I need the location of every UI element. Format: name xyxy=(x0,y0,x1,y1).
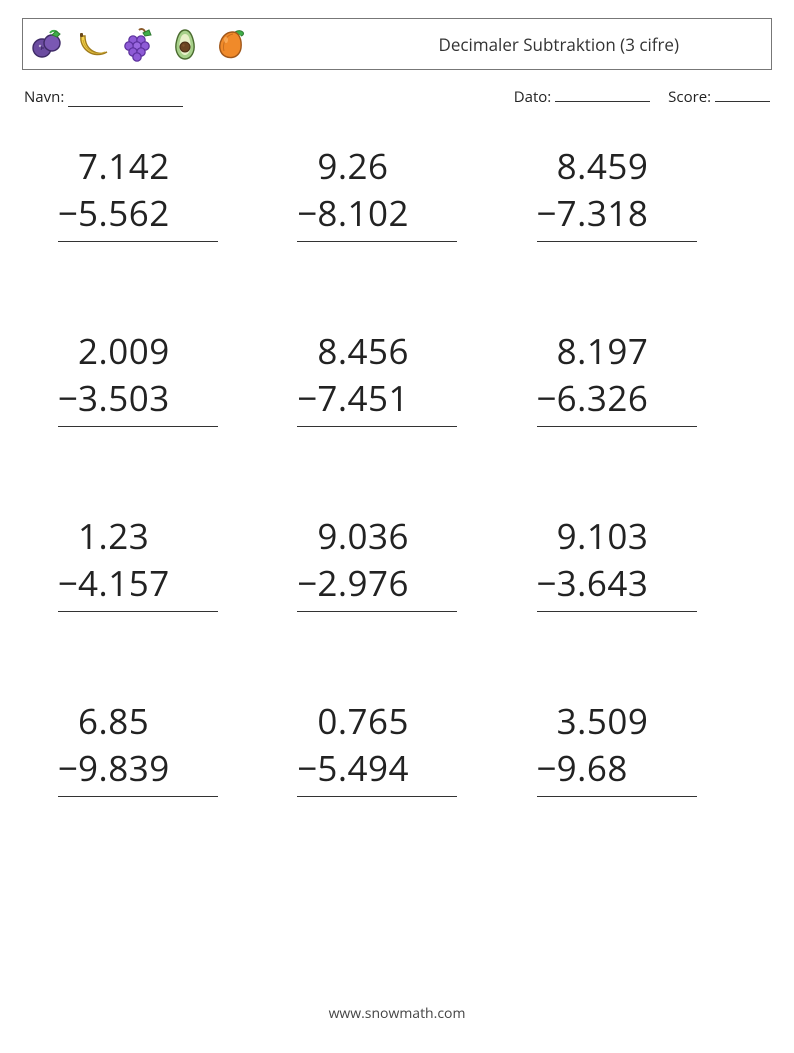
worksheet-header: Decimaler Subtraktion (3 cifre) xyxy=(22,18,772,70)
minus-sign: − xyxy=(58,560,78,607)
answer-line[interactable] xyxy=(297,611,457,612)
subtrahend-row: −3.503 xyxy=(58,375,218,422)
subtrahend-row: −3.643 xyxy=(537,560,697,607)
subtrahend: 2.976 xyxy=(317,560,409,607)
subtrahend-row: −5.562 xyxy=(58,190,218,237)
minuend: 0.765 xyxy=(297,698,457,745)
problem: 2.009−3.503 xyxy=(58,328,257,427)
minus-sign: − xyxy=(537,745,557,792)
subtrahend-row: −9.68 xyxy=(537,745,697,792)
meta-row: Navn: Dato: Score: xyxy=(22,86,772,107)
minuend: 9.036 xyxy=(297,513,457,560)
banana-icon xyxy=(75,26,111,62)
subtrahend: 5.494 xyxy=(317,745,409,792)
worksheet-title: Decimaler Subtraktion (3 cifre) xyxy=(439,33,759,56)
problem: 8.456−7.451 xyxy=(297,328,496,427)
minus-sign: − xyxy=(58,745,78,792)
minus-sign: − xyxy=(297,375,317,422)
minuend: 8.197 xyxy=(537,328,697,375)
footer-url: www.snowmath.com xyxy=(0,1004,794,1023)
subtrahend: 9.839 xyxy=(78,745,170,792)
minuend: 8.456 xyxy=(297,328,457,375)
problem: 8.459−7.318 xyxy=(537,143,736,242)
answer-line[interactable] xyxy=(58,426,218,427)
subtrahend: 5.562 xyxy=(78,190,170,237)
subtrahend-row: −6.326 xyxy=(537,375,697,422)
answer-line[interactable] xyxy=(537,426,697,427)
problem: 3.509−9.68 xyxy=(537,698,736,797)
subtrahend-row: −5.494 xyxy=(297,745,457,792)
minuend: 1.23 xyxy=(58,513,218,560)
avocado-icon xyxy=(167,26,203,62)
problem: 8.197−6.326 xyxy=(537,328,736,427)
minus-sign: − xyxy=(537,190,557,237)
blueberry-icon xyxy=(29,26,65,62)
grapes-icon xyxy=(121,26,157,62)
minuend: 9.103 xyxy=(537,513,697,560)
fruit-icons xyxy=(29,26,249,62)
answer-line[interactable] xyxy=(297,241,457,242)
minuend: 6.85 xyxy=(58,698,218,745)
subtrahend: 3.503 xyxy=(78,375,170,422)
problem: 7.142−5.562 xyxy=(58,143,257,242)
subtrahend: 7.318 xyxy=(557,190,649,237)
subtrahend: 7.451 xyxy=(317,375,409,422)
answer-line[interactable] xyxy=(537,241,697,242)
date-label: Dato: xyxy=(514,87,552,107)
minuend: 3.509 xyxy=(537,698,697,745)
answer-line[interactable] xyxy=(58,796,218,797)
score-label: Score: xyxy=(668,87,711,107)
date-blank[interactable] xyxy=(555,86,650,102)
subtrahend-row: −4.157 xyxy=(58,560,218,607)
minus-sign: − xyxy=(58,375,78,422)
subtrahend-row: −8.102 xyxy=(297,190,457,237)
subtrahend: 6.326 xyxy=(557,375,649,422)
answer-line[interactable] xyxy=(297,426,457,427)
minus-sign: − xyxy=(58,190,78,237)
problem: 1.23−4.157 xyxy=(58,513,257,612)
minuend: 2.009 xyxy=(58,328,218,375)
score-blank[interactable] xyxy=(715,86,770,102)
minus-sign: − xyxy=(297,190,317,237)
subtrahend-row: −2.976 xyxy=(297,560,457,607)
problem: 9.26−8.102 xyxy=(297,143,496,242)
subtrahend-row: −9.839 xyxy=(58,745,218,792)
problem: 6.85−9.839 xyxy=(58,698,257,797)
answer-line[interactable] xyxy=(58,241,218,242)
name-label: Navn: xyxy=(24,87,64,107)
problems-grid: 7.142−5.5629.26−8.1028.459−7.3182.009−3.… xyxy=(22,143,772,797)
minus-sign: − xyxy=(537,375,557,422)
answer-line[interactable] xyxy=(297,796,457,797)
subtrahend: 8.102 xyxy=(317,190,409,237)
minuend: 9.26 xyxy=(297,143,457,190)
answer-line[interactable] xyxy=(58,611,218,612)
problem: 9.103−3.643 xyxy=(537,513,736,612)
subtrahend-row: −7.451 xyxy=(297,375,457,422)
subtrahend-row: −7.318 xyxy=(537,190,697,237)
minus-sign: − xyxy=(297,560,317,607)
answer-line[interactable] xyxy=(537,796,697,797)
subtrahend: 4.157 xyxy=(78,560,170,607)
subtrahend: 9.68 xyxy=(557,745,628,792)
minuend: 7.142 xyxy=(58,143,218,190)
answer-line[interactable] xyxy=(537,611,697,612)
minus-sign: − xyxy=(297,745,317,792)
problem: 9.036−2.976 xyxy=(297,513,496,612)
mango-icon xyxy=(213,26,249,62)
subtrahend: 3.643 xyxy=(557,560,649,607)
name-blank[interactable] xyxy=(68,91,183,107)
minuend: 8.459 xyxy=(537,143,697,190)
problem: 0.765−5.494 xyxy=(297,698,496,797)
minus-sign: − xyxy=(537,560,557,607)
